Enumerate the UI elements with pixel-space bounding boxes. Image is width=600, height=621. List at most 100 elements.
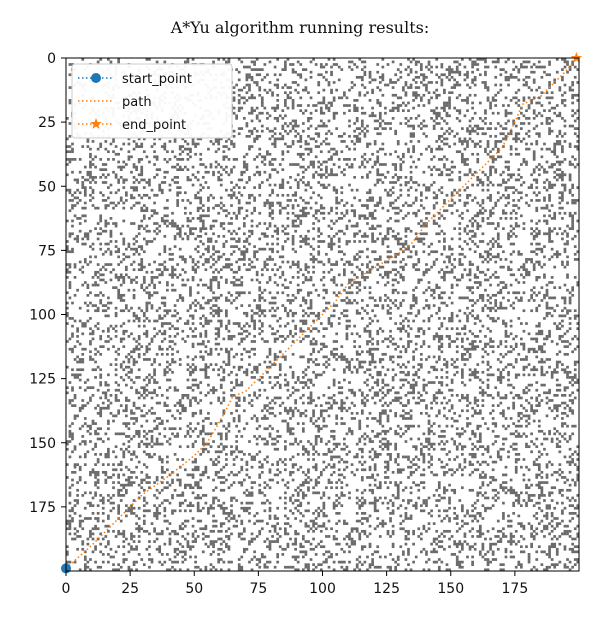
obstacle-cell bbox=[217, 329, 221, 333]
obstacle-cell bbox=[248, 147, 251, 151]
obstacle-cell bbox=[484, 122, 487, 125]
obstacle-cell bbox=[68, 101, 72, 105]
obstacle-cell bbox=[117, 278, 121, 282]
obstacle-cell bbox=[168, 158, 172, 161]
obstacle-cell bbox=[402, 324, 405, 328]
obstacle-cell bbox=[376, 237, 380, 241]
obstacle-cell bbox=[86, 309, 90, 313]
obstacle-cell bbox=[537, 260, 541, 264]
obstacle-cell bbox=[194, 299, 197, 302]
obstacle-cell bbox=[386, 281, 390, 284]
obstacle-cell bbox=[437, 134, 441, 138]
obstacle-cell bbox=[463, 327, 467, 331]
obstacle-cell bbox=[543, 255, 546, 259]
obstacle-cell bbox=[230, 245, 233, 248]
obstacle-cell bbox=[386, 276, 390, 279]
obstacle-cell bbox=[178, 234, 182, 238]
obstacle-cell bbox=[330, 324, 333, 328]
obstacle-cell bbox=[414, 214, 418, 218]
obstacle-cell bbox=[163, 329, 167, 333]
obstacle-cell bbox=[376, 332, 380, 336]
obstacle-cell bbox=[376, 178, 380, 182]
obstacle-cell bbox=[512, 60, 516, 64]
obstacle-cell bbox=[304, 335, 308, 338]
obstacle-cell bbox=[514, 335, 518, 338]
obstacle-cell bbox=[517, 252, 521, 256]
obstacle-cell bbox=[468, 299, 472, 302]
obstacle-cell bbox=[253, 186, 256, 189]
obstacle-cell bbox=[391, 117, 395, 120]
obstacle-cell bbox=[350, 60, 354, 64]
obstacle-cell bbox=[440, 337, 444, 341]
obstacle-cell bbox=[196, 137, 200, 141]
obstacle-cell bbox=[276, 337, 280, 341]
obstacle-cell bbox=[260, 268, 264, 272]
obstacle-cell bbox=[209, 299, 213, 302]
obstacle-cell bbox=[117, 276, 121, 279]
obstacle-cell bbox=[550, 281, 554, 284]
obstacle-cell bbox=[494, 204, 498, 207]
obstacle-cell bbox=[386, 193, 390, 197]
obstacle-cell bbox=[499, 83, 503, 87]
obstacle-cell bbox=[368, 268, 372, 272]
obstacle-cell bbox=[366, 199, 369, 202]
obstacle-cell bbox=[463, 255, 467, 259]
obstacle-cell bbox=[550, 163, 554, 166]
obstacle-cell bbox=[358, 165, 362, 169]
obstacle-cell bbox=[366, 145, 369, 148]
obstacle-cell bbox=[378, 147, 382, 151]
obstacle-cell bbox=[199, 219, 203, 223]
obstacle-cell bbox=[217, 170, 221, 174]
obstacle-cell bbox=[414, 60, 418, 64]
obstacle-cell bbox=[186, 152, 190, 156]
obstacle-cell bbox=[471, 81, 474, 84]
obstacle-cell bbox=[237, 322, 241, 325]
obstacle-cell bbox=[312, 237, 315, 241]
obstacle-cell bbox=[366, 324, 369, 328]
obstacle-cell bbox=[458, 252, 462, 256]
obstacle-cell bbox=[178, 158, 182, 161]
obstacle-cell bbox=[535, 181, 539, 184]
obstacle-cell bbox=[507, 196, 510, 200]
obstacle-cell bbox=[68, 296, 72, 300]
obstacle-cell bbox=[548, 60, 551, 64]
obstacle-cell bbox=[491, 317, 495, 320]
obstacle-cell bbox=[355, 117, 359, 120]
obstacle-cell bbox=[394, 106, 398, 110]
obstacle-cell bbox=[414, 286, 418, 289]
obstacle-cell bbox=[160, 219, 164, 223]
obstacle-cell bbox=[117, 160, 121, 164]
obstacle-cell bbox=[399, 209, 403, 213]
obstacle-cell bbox=[322, 211, 326, 215]
obstacle-cell bbox=[466, 96, 469, 100]
obstacle-cell bbox=[402, 152, 405, 156]
obstacle-cell bbox=[227, 329, 231, 333]
obstacle-cell bbox=[489, 296, 492, 300]
obstacle-cell bbox=[522, 263, 526, 266]
obstacle-cell bbox=[522, 158, 526, 161]
obstacle-cell bbox=[571, 186, 575, 189]
obstacle-cell bbox=[402, 86, 405, 89]
obstacle-cell bbox=[463, 268, 467, 272]
obstacle-cell bbox=[345, 291, 349, 295]
obstacle-cell bbox=[343, 273, 346, 277]
obstacle-cell bbox=[332, 263, 336, 266]
obstacle-cell bbox=[163, 304, 167, 307]
obstacle-cell bbox=[114, 245, 118, 248]
obstacle-cell bbox=[276, 291, 280, 295]
obstacle-cell bbox=[273, 127, 277, 130]
obstacle-cell bbox=[402, 109, 405, 113]
obstacle-cell bbox=[396, 96, 400, 100]
obstacle-cell bbox=[196, 260, 200, 264]
obstacle-cell bbox=[125, 163, 128, 166]
obstacle-cell bbox=[504, 306, 508, 310]
obstacle-cell bbox=[466, 127, 469, 130]
obstacle-cell bbox=[468, 86, 472, 89]
obstacle-cell bbox=[494, 304, 498, 307]
obstacle-cell bbox=[445, 75, 449, 79]
obstacle-cell bbox=[245, 247, 249, 251]
obstacle-cell bbox=[561, 173, 564, 177]
obstacle-cell bbox=[522, 99, 526, 102]
obstacle-cell bbox=[363, 204, 367, 207]
obstacle-cell bbox=[563, 83, 567, 87]
